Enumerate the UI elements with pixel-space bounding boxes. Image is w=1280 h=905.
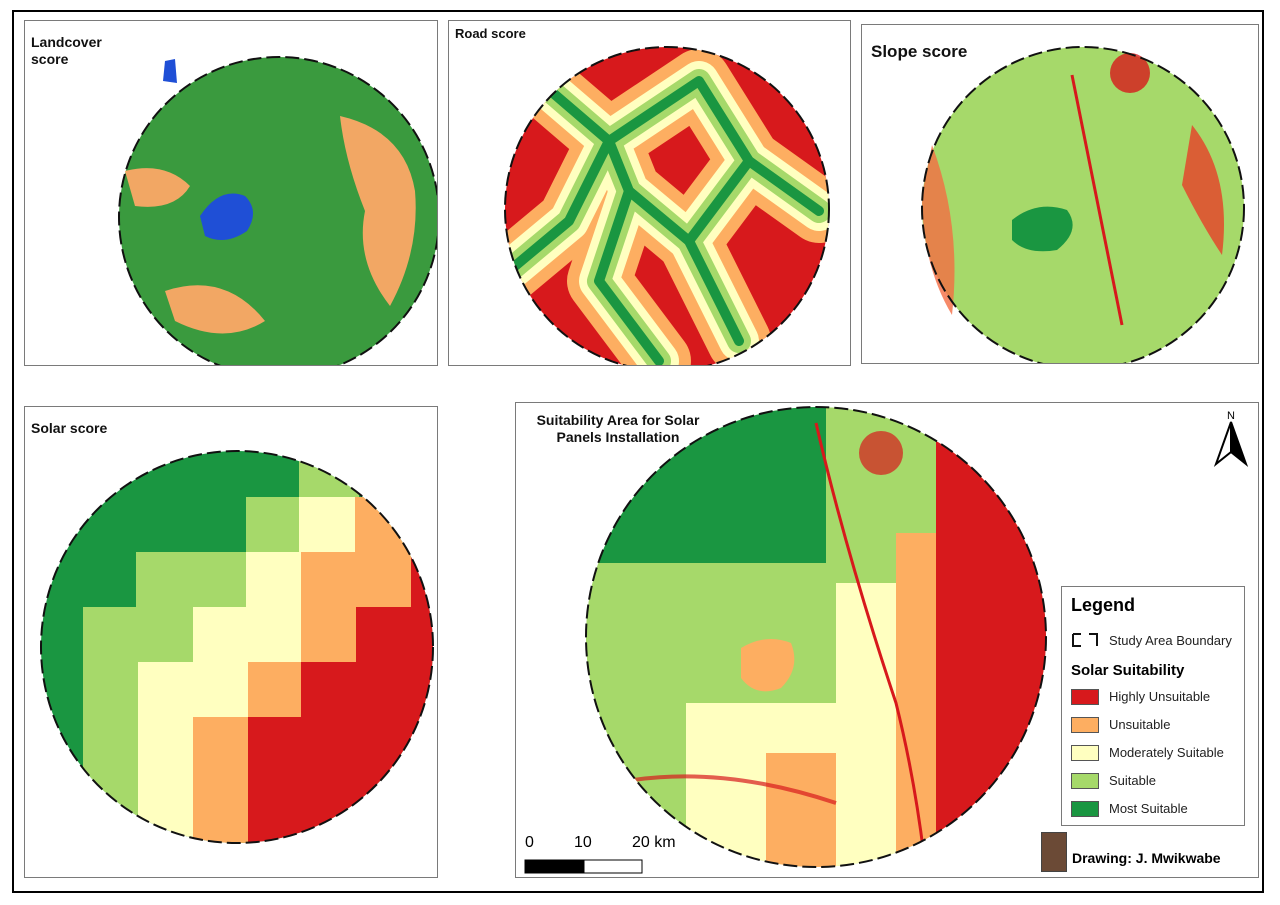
suitability-escarpment bbox=[814, 422, 928, 867]
slope-peak bbox=[1110, 53, 1150, 93]
study-area-boundary bbox=[921, 46, 1245, 363]
solar-panel: Solar score bbox=[24, 406, 438, 878]
slope-panel: Slope score bbox=[861, 24, 1259, 364]
legend-swatch-suitable bbox=[1071, 773, 1099, 789]
landcover-map bbox=[118, 56, 437, 365]
solar-title: Solar score bbox=[31, 420, 108, 436]
legend-label-moderately-suitable: Moderately Suitable bbox=[1109, 745, 1224, 760]
scale-label-20: 20 km bbox=[632, 834, 676, 851]
slope-title: Slope score bbox=[871, 42, 968, 61]
legend-label-unsuitable: Unsuitable bbox=[1109, 717, 1171, 732]
north-arrow: N bbox=[1212, 408, 1250, 473]
solar-grid bbox=[41, 451, 433, 843]
legend-label-most-suitable: Most Suitable bbox=[1109, 801, 1188, 816]
legend-boundary-label: Study Area Boundary bbox=[1109, 633, 1232, 648]
landcover-title: Landcover score bbox=[31, 34, 102, 67]
landcover-panel: Landcover score bbox=[24, 20, 438, 366]
scale-segment-white bbox=[583, 859, 643, 874]
scale-label-0: 0 bbox=[525, 834, 534, 851]
author-avatar bbox=[1041, 832, 1067, 872]
legend-title: Legend bbox=[1071, 595, 1136, 615]
legend-swatch-most-suitable bbox=[1071, 801, 1099, 817]
road-map bbox=[504, 46, 830, 365]
slope-lake bbox=[1012, 206, 1073, 252]
legend-swatch-unsuitable bbox=[1071, 717, 1099, 733]
suitability-raster bbox=[586, 407, 1046, 867]
study-area-boundary bbox=[504, 46, 830, 365]
suitability-title: Suitability Area for Solar Panels Instal… bbox=[536, 412, 700, 445]
north-arrow-left bbox=[1213, 421, 1232, 467]
study-area-boundary bbox=[118, 56, 437, 365]
map-frame bbox=[12, 10, 1264, 893]
suitability-map bbox=[585, 406, 1047, 868]
slope-steep-west bbox=[922, 145, 955, 315]
landcover-bare-west bbox=[125, 168, 190, 207]
legend-swatch-moderately-suitable bbox=[1071, 745, 1099, 761]
north-label: N bbox=[1227, 410, 1235, 422]
north-arrow-right bbox=[1230, 421, 1249, 467]
landcover-bare-east bbox=[340, 116, 416, 306]
legend-section-title: Solar Suitability bbox=[1071, 662, 1185, 679]
landcover-bare-south bbox=[165, 285, 265, 334]
slope-map bbox=[921, 46, 1245, 363]
slope-steep-east bbox=[1182, 125, 1224, 255]
slope-base bbox=[922, 47, 1244, 363]
road-panel: Road score bbox=[448, 20, 851, 366]
scale-segment-black bbox=[524, 859, 585, 874]
road-bands bbox=[505, 49, 829, 365]
landcover-water-north bbox=[163, 59, 177, 83]
suitability-peak bbox=[859, 431, 903, 475]
boundary-swatch bbox=[1072, 633, 1098, 647]
slope-escarpment bbox=[1070, 74, 1124, 326]
solar-map bbox=[40, 450, 434, 844]
landcover-water-lake bbox=[200, 193, 254, 240]
scale-bar: 0 10 20 km bbox=[524, 830, 704, 883]
legend-label-suitable: Suitable bbox=[1109, 773, 1156, 788]
road-title: Road score bbox=[455, 26, 526, 41]
legend-label-highly-unsuitable: Highly Unsuitable bbox=[1109, 689, 1211, 704]
study-area-boundary bbox=[40, 450, 434, 844]
scale-label-10: 10 bbox=[574, 834, 592, 851]
suitability-lake bbox=[741, 639, 795, 692]
credit-text: Drawing: J. Mwikwabe bbox=[1072, 850, 1221, 866]
legend-swatch-highly-unsuitable bbox=[1071, 689, 1099, 705]
legend: Legend Study Area Boundary Solar Suitabi… bbox=[1061, 586, 1245, 826]
study-area-boundary bbox=[585, 406, 1047, 868]
